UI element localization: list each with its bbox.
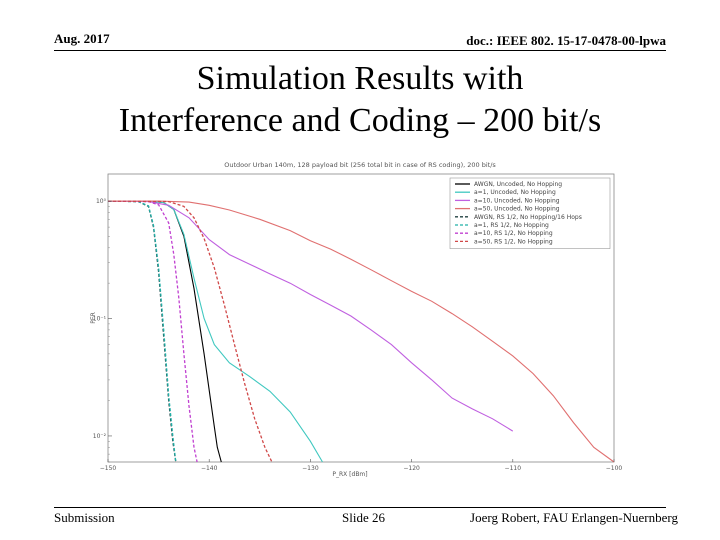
y-tick-label: 10⁻¹	[93, 316, 107, 323]
slide-title: Simulation Results with Interference and…	[0, 58, 720, 142]
series-line	[107, 200, 177, 463]
x-tick-label: −150	[100, 465, 117, 472]
slide-title-line-2: Interference and Coding – 200 bit/s	[118, 102, 602, 139]
series-line	[107, 200, 198, 463]
legend-entry: a=10, Uncoded, No Hopping	[474, 197, 560, 204]
legend-box	[449, 177, 611, 249]
series-line	[107, 200, 514, 432]
x-tick-label: −130	[302, 465, 319, 472]
header-doc-id: doc.: IEEE 802. 15-17-0478-00-lpwa	[466, 33, 666, 48]
footer-divider	[54, 507, 666, 508]
x-tick-label: −140	[201, 465, 218, 472]
x-axis-ticks: −150 −140 −130 −120 −110 −100	[100, 459, 623, 472]
legend-entry: a=1, Uncoded, No Hopping	[474, 189, 556, 196]
legend-entry: a=50, Uncoded, No Hopping	[474, 206, 560, 213]
header-divider	[54, 50, 666, 51]
footer-author: Joerg Robert, FAU Erlangen-Nuernberg	[470, 510, 678, 525]
legend-entry: a=10, RS 1/2, No Hopping	[474, 230, 553, 237]
x-tick-label: −100	[606, 465, 623, 472]
per-chart: Outdoor Urban 140m, 128 payload bit (256…	[86, 156, 636, 480]
y-axis-label: PER	[90, 312, 97, 324]
legend-entry: AWGN, Uncoded, No Hopping	[474, 181, 562, 188]
footer-submission: Submission	[54, 510, 115, 525]
slide-title-line-1: Simulation Results with	[196, 60, 524, 97]
legend-entry: AWGN, RS 1/2, No Hopping/16 Hops	[474, 214, 582, 221]
y-tick-label: 10⁻²	[93, 433, 107, 440]
x-tick-label: −110	[505, 465, 522, 472]
legend-entry: a=50, RS 1/2, No Hopping	[474, 238, 553, 245]
series-line	[107, 200, 273, 463]
legend-entry: a=1, RS 1/2, No Hopping	[474, 222, 549, 229]
footer-slide-number: Slide 26	[342, 510, 385, 525]
series-group	[107, 200, 615, 463]
y-axis-ticks: 10⁰ 10⁻¹ 10⁻²	[93, 198, 112, 463]
series-line	[108, 200, 323, 463]
header-date: Aug. 2017	[54, 31, 110, 46]
x-tick-label: −120	[403, 465, 420, 472]
y-tick-label: 10⁰	[96, 198, 107, 205]
chart-title: Outdoor Urban 140m, 128 payload bit (256…	[224, 161, 496, 169]
series-line	[108, 200, 615, 463]
x-axis-label: P_RX [dBm]	[332, 471, 367, 478]
